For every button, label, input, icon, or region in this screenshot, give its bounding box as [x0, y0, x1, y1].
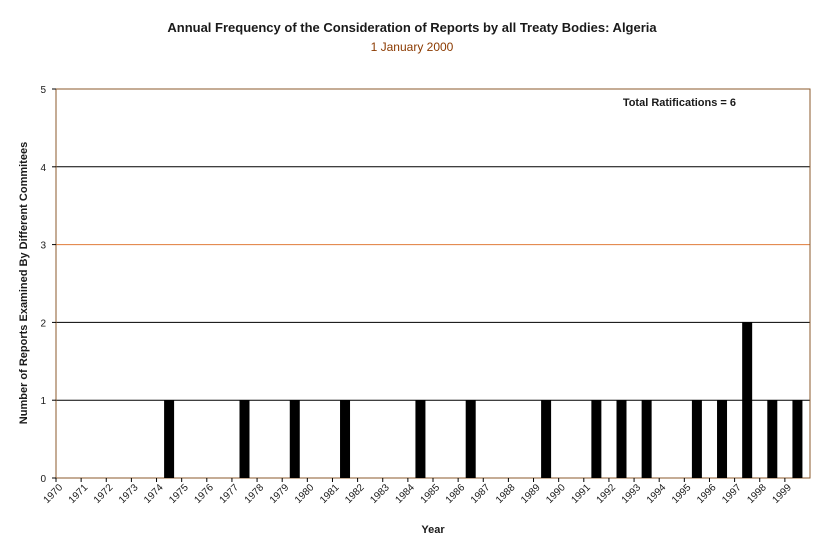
bar-1996 — [717, 400, 728, 478]
bar-1986 — [465, 400, 476, 478]
x-tick-label: 1991 — [569, 482, 593, 506]
x-tick-label: 1989 — [519, 482, 543, 506]
x-tick-label: 1995 — [670, 482, 694, 506]
x-axis-title: Year — [421, 524, 445, 536]
bar-1984 — [415, 400, 426, 478]
y-axis-ticks: 0 1 2 3 4 5 — [40, 85, 56, 485]
x-tick-label: 1996 — [695, 482, 719, 506]
x-tick-label: 1993 — [620, 482, 644, 506]
gridlines — [56, 166, 810, 401]
bar-1991 — [591, 400, 602, 478]
x-tick-label: 1973 — [117, 482, 141, 506]
x-tick-label: 1987 — [469, 482, 493, 506]
x-tick-label: 1976 — [192, 482, 216, 506]
bar-1995 — [691, 400, 702, 478]
y-tick-label: 1 — [40, 396, 46, 407]
bar-1993 — [641, 400, 652, 478]
x-tick-label: 1979 — [268, 482, 292, 506]
x-tick-label: 1975 — [167, 482, 191, 506]
x-tick-label: 1974 — [142, 482, 166, 506]
x-tick-label: 1985 — [419, 482, 443, 506]
total-ratifications-annotation: Total Ratifications = 6 — [623, 97, 736, 109]
y-axis-title: Number of Reports Examined By Different … — [18, 142, 30, 424]
bar-1999 — [792, 400, 803, 478]
x-tick-label: 1994 — [645, 482, 669, 506]
bar-1974 — [164, 400, 175, 478]
chart-subtitle: 1 January 2000 — [371, 40, 454, 54]
x-tick-label: 1980 — [293, 482, 317, 506]
y-tick-label: 3 — [40, 241, 46, 252]
bar-1981 — [340, 400, 351, 478]
x-tick-label: 1999 — [770, 482, 794, 506]
y-tick-label: 2 — [40, 318, 46, 329]
y-tick-label: 0 — [40, 474, 46, 485]
x-tick-label: 1978 — [243, 482, 267, 506]
x-tick-label: 1986 — [444, 482, 468, 506]
x-tick-label: 1970 — [42, 482, 66, 506]
x-tick-label: 1988 — [494, 482, 518, 506]
bar-1979 — [289, 400, 300, 478]
bar-1998 — [767, 400, 778, 478]
bar-1989 — [541, 400, 552, 478]
x-tick-label: 1983 — [368, 482, 392, 506]
y-tick-label: 4 — [40, 163, 46, 174]
x-tick-label: 1981 — [318, 482, 342, 506]
chart-title: Annual Frequency of the Consideration of… — [167, 20, 657, 35]
x-tick-label: 1998 — [745, 482, 769, 506]
bars — [164, 322, 803, 478]
x-tick-label: 1992 — [595, 482, 619, 506]
bar-1977 — [239, 400, 250, 478]
x-tick-label: 1972 — [92, 482, 116, 506]
x-tick-label: 1982 — [343, 482, 367, 506]
x-tick-label: 1990 — [544, 482, 568, 506]
bar-1992 — [616, 400, 627, 478]
x-tick-label: 1984 — [393, 482, 417, 506]
x-tick-label: 1977 — [218, 482, 242, 506]
x-axis-ticks: 1970 1971 1972 1973 1974 1975 1976 1977 1978 1979… — [42, 478, 794, 506]
x-tick-label: 1997 — [720, 482, 744, 506]
y-tick-label: 5 — [40, 85, 46, 96]
bar-1997 — [742, 322, 753, 478]
x-tick-label: 1971 — [67, 482, 91, 506]
